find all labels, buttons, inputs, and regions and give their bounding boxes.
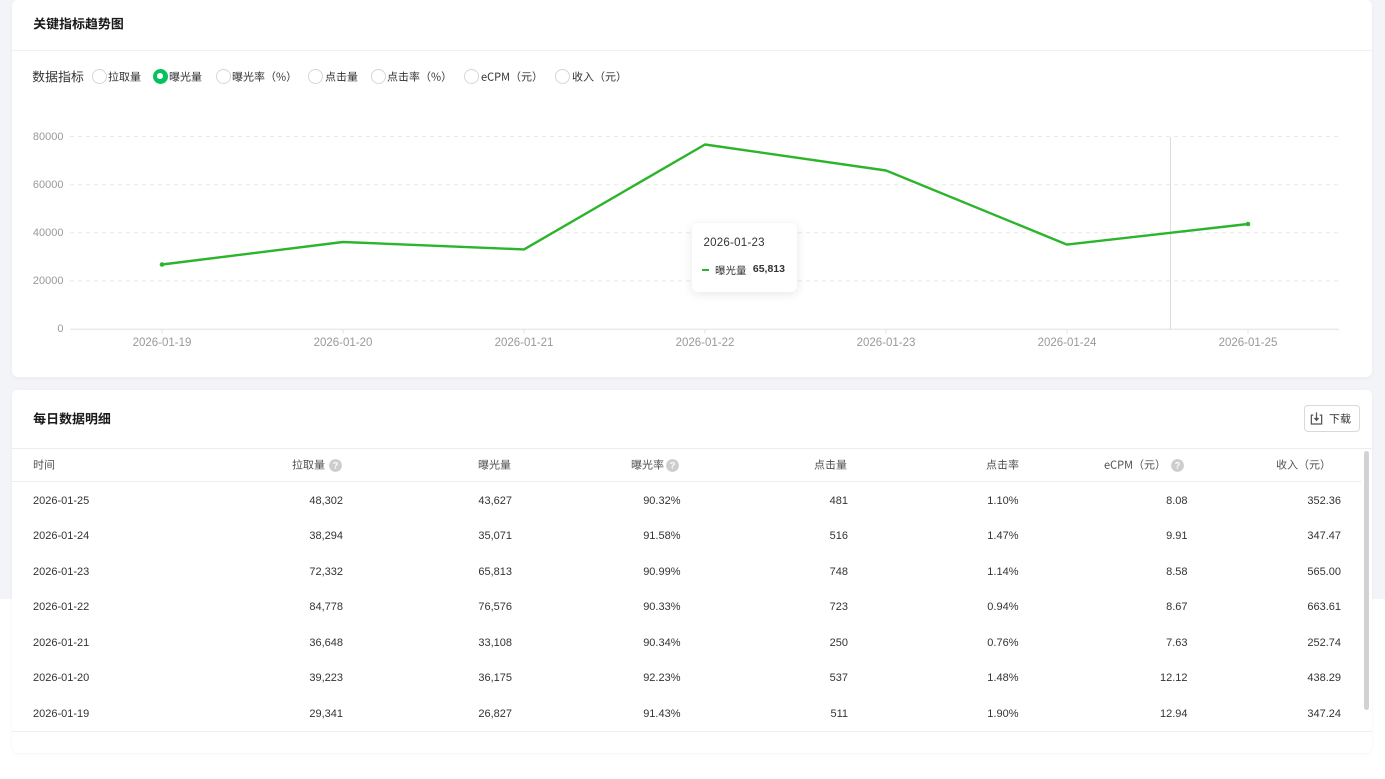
svg-text:?: ?: [1175, 460, 1181, 470]
svg-text:?: ?: [332, 460, 338, 470]
svg-text:?: ?: [670, 460, 676, 470]
